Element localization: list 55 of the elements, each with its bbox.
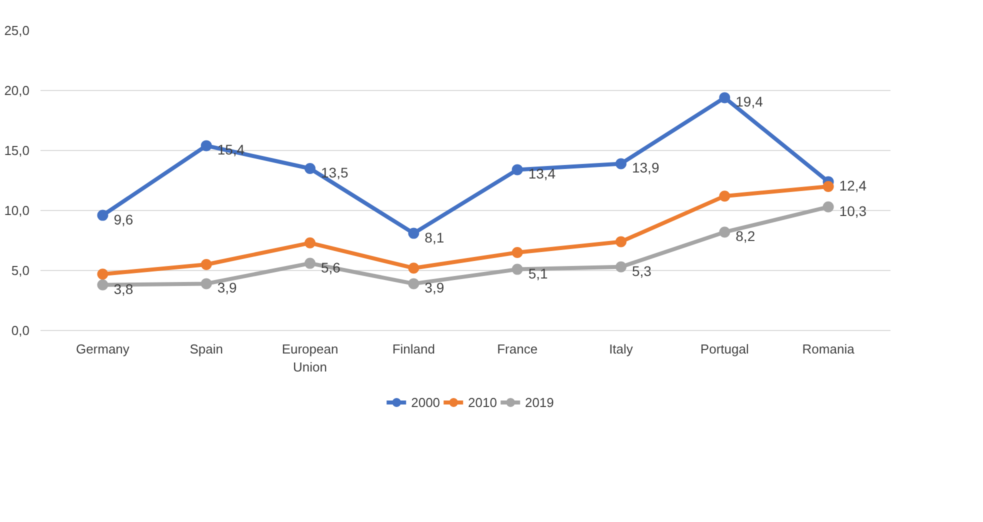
data-label: 15,4: [217, 142, 245, 158]
legend-label: 2019: [524, 394, 554, 410]
point: [615, 158, 626, 170]
data-label: 9,6: [114, 211, 134, 228]
point: [97, 279, 108, 290]
y-tick-label: 10,0: [4, 203, 30, 218]
data-label: 10,3: [839, 202, 867, 219]
legend-label: 2000: [411, 394, 440, 410]
point: [719, 190, 730, 202]
x-tick-label: Spain: [190, 342, 223, 356]
point: [200, 278, 212, 290]
point: [719, 92, 730, 104]
x-tick-label: France: [497, 342, 538, 356]
y-tick-label: 20,0: [4, 83, 30, 98]
data-label: 13,5: [321, 164, 348, 180]
point: [408, 278, 420, 290]
y-tick-label: 25,0: [4, 23, 30, 38]
data-label: 19,4: [736, 94, 764, 110]
x-tick-label: Finland: [392, 342, 435, 356]
point: [97, 268, 108, 280]
y-tick-label: 5,0: [11, 263, 30, 278]
x-tick-label: Portugal: [700, 342, 749, 356]
x-tick-label: European Union: [282, 342, 338, 374]
point: [97, 210, 108, 221]
point: [408, 262, 420, 274]
point: [304, 163, 316, 174]
point: [719, 226, 730, 238]
data-label: 3,9: [217, 280, 238, 296]
point: [304, 258, 316, 269]
point: [200, 140, 212, 152]
data-label: 8,2: [736, 228, 756, 244]
data-label: 13,4: [528, 166, 556, 182]
legend-label: 2010: [468, 394, 497, 410]
point: [408, 228, 420, 239]
data-label: 8,1: [424, 229, 444, 246]
data-label: 12,4: [839, 178, 867, 194]
data-label: 13,9: [632, 160, 660, 176]
y-tick-label: 0,0: [11, 323, 30, 338]
data-label: 5,3: [632, 262, 652, 279]
x-tick-label: Germany: [76, 342, 130, 356]
x-tick-label: Romania: [802, 342, 856, 356]
data-label: 5,1: [528, 265, 548, 282]
point: [200, 259, 212, 270]
point: [512, 264, 523, 275]
point: [822, 201, 834, 212]
data-label: 3,9: [424, 280, 444, 296]
point: [304, 237, 316, 248]
point: [615, 261, 626, 272]
point: [512, 247, 523, 258]
x-tick-label: Italy: [609, 342, 634, 356]
point: [822, 181, 834, 192]
point: [615, 236, 626, 248]
point: [512, 164, 523, 176]
data-label: 3,8: [114, 280, 134, 297]
y-tick-label: 15,0: [4, 143, 30, 158]
